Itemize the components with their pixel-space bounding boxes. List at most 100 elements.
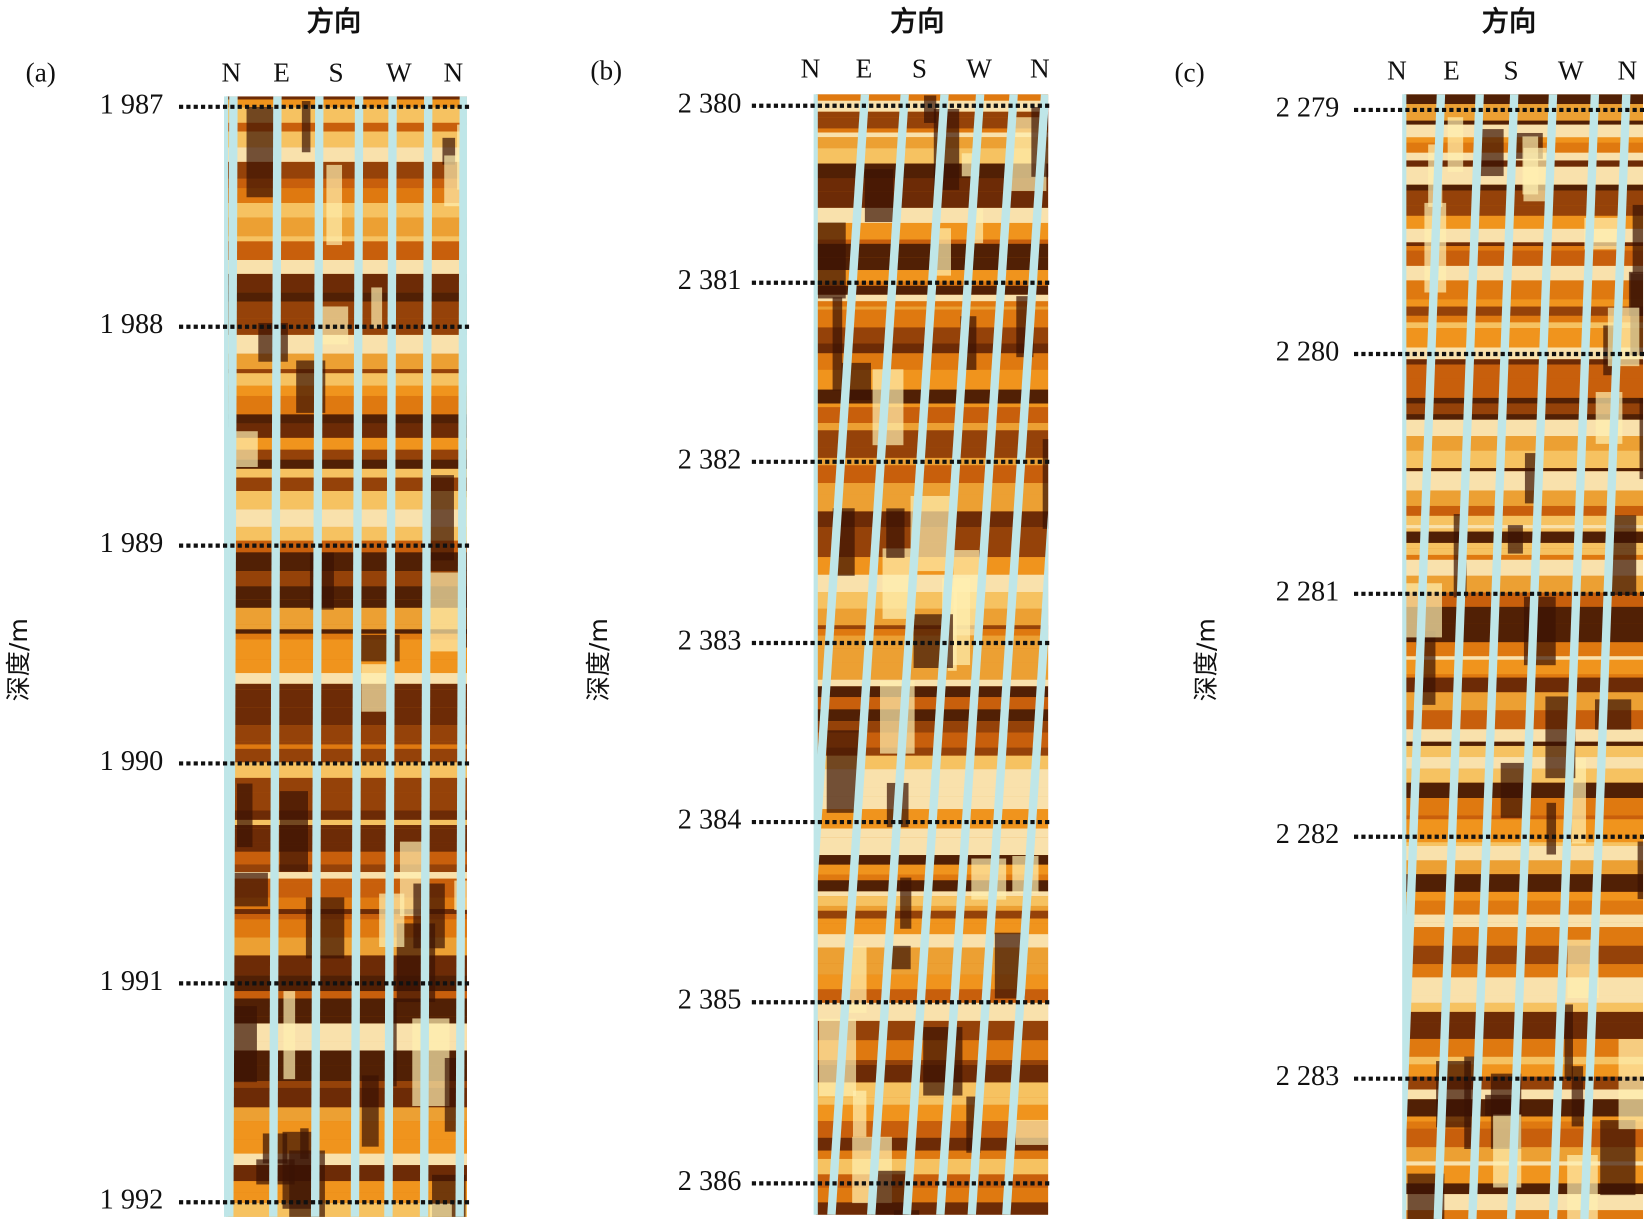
texture-patch: [1485, 1094, 1517, 1116]
texture-patch: [300, 1128, 309, 1159]
texture-band: [226, 864, 467, 873]
pad-gap: [226, 96, 238, 1217]
texture-patch: [412, 1018, 450, 1107]
texture-patch: [1632, 204, 1644, 273]
texture-band: [226, 99, 467, 108]
texture-patch: [1628, 271, 1644, 316]
direction-letter: E: [1443, 56, 1460, 86]
texture-band: [226, 477, 467, 491]
texture-band: [1404, 659, 1644, 675]
texture-patch: [935, 228, 952, 276]
texture-band: [226, 540, 467, 553]
texture-band: [226, 748, 467, 763]
texture-band: [1404, 1116, 1644, 1122]
texture-patch: [1042, 439, 1049, 529]
texture-patch: [923, 1027, 963, 1096]
texture-band: [1404, 1011, 1644, 1023]
direction-letter: E: [856, 53, 873, 83]
texture-patch: [371, 287, 383, 329]
texture-band: [226, 639, 467, 660]
texture-patch: [1447, 117, 1464, 172]
pad-gap: [1002, 510, 1049, 1215]
panel-label: (b): [590, 56, 622, 86]
texture-band: [226, 1121, 467, 1140]
texture-patch: [229, 1006, 257, 1083]
texture-band: [1404, 528, 1644, 532]
texture-band: [815, 422, 1049, 431]
texture-patch: [444, 155, 467, 207]
texture-band: [226, 241, 467, 260]
texture-band: [815, 1150, 1049, 1159]
panel-label: (a): [26, 58, 56, 88]
texture-band: [226, 1107, 467, 1122]
depth-label: 2 280: [1276, 336, 1340, 367]
texture-patch: [1610, 515, 1637, 596]
texture-band: [226, 909, 467, 915]
texture-band: [815, 709, 1049, 722]
texture-patch: [1639, 398, 1644, 480]
texture-band: [226, 202, 467, 218]
pad-gap: [384, 96, 397, 1217]
texture-patch: [900, 877, 912, 929]
texture-band: [226, 707, 467, 726]
texture-band: [226, 437, 467, 450]
depth-label: 1 990: [100, 746, 164, 777]
texture-band: [815, 447, 1049, 458]
pad-gap: [1433, 94, 1484, 1219]
texture-band: [815, 905, 1049, 911]
texture-band: [1404, 674, 1644, 678]
direction-letter: S: [912, 53, 927, 83]
texture-band: [1404, 94, 1644, 105]
texture-band: [1404, 306, 1644, 316]
texture-patch: [283, 991, 296, 1080]
texture-band: [226, 526, 467, 541]
texture-band: [815, 353, 1049, 370]
texture-band: [226, 659, 467, 674]
texture-band: [1404, 745, 1644, 758]
pad-gap: [867, 94, 949, 1215]
texture-band: [1404, 651, 1644, 657]
texture-band: [226, 1192, 467, 1203]
texture-band: [1404, 215, 1644, 226]
depth-label: 1 989: [100, 528, 164, 559]
texture-band: [1404, 1183, 1644, 1195]
depth-label: 2 281: [1276, 576, 1340, 607]
texture-band: [815, 207, 1049, 223]
texture-band: [226, 633, 467, 640]
axis-label: 深度/m: [1191, 618, 1220, 701]
texture-band: [226, 1041, 467, 1051]
pad-gap: [419, 96, 433, 1217]
texture-band: [1404, 471, 1644, 491]
texture-band: [815, 407, 1049, 423]
direction-title: 方向: [890, 6, 944, 38]
texture-band: [226, 236, 467, 242]
depth-label: 1 988: [100, 309, 164, 340]
direction-letter: N: [1387, 56, 1407, 86]
axis-label: 深度/m: [4, 618, 33, 701]
texture-band: [226, 161, 467, 179]
texture-band: [1404, 677, 1644, 693]
texture-band: [226, 744, 467, 749]
texture-band: [815, 465, 1049, 484]
texture-band: [226, 122, 467, 132]
texture-band: [226, 825, 467, 829]
texture-patch: [1564, 1004, 1573, 1080]
texture-patch: [953, 550, 980, 636]
texture-band: [226, 459, 467, 469]
texture-band: [1404, 228, 1644, 243]
texture-band: [1404, 548, 1644, 555]
texture-band: [1404, 397, 1644, 404]
texture-patch: [1500, 762, 1526, 818]
texture-patch: [232, 431, 258, 468]
texture-band: [226, 845, 467, 852]
texture-band: [1404, 1210, 1644, 1219]
texture-band: [226, 792, 467, 811]
direction-letter: E: [273, 58, 290, 88]
texture-patch: [279, 791, 308, 872]
depth-label: 1 987: [100, 89, 164, 120]
texture-band: [226, 552, 467, 572]
texture-band: [1404, 729, 1644, 742]
texture-band: [226, 762, 467, 778]
texture-band: [226, 147, 467, 162]
